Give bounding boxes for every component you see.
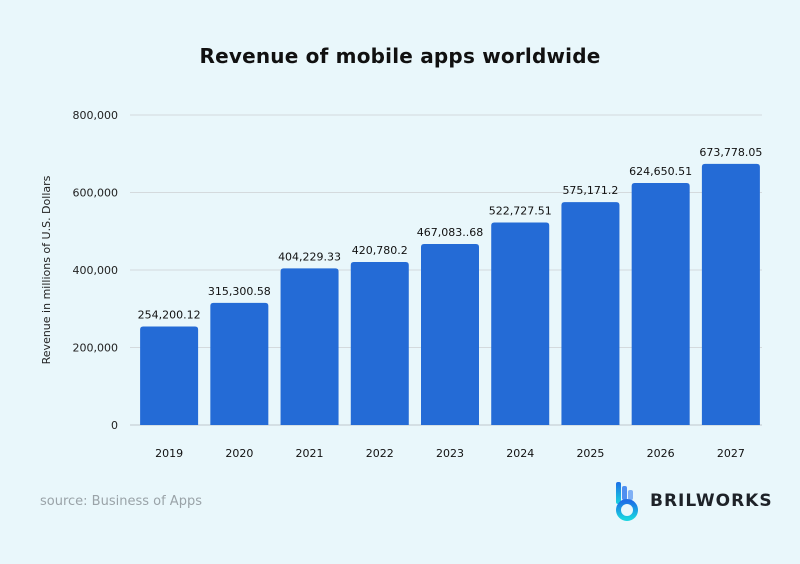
y-tick-label: 800,000: [73, 109, 119, 122]
data-label: 673,778.05: [699, 146, 762, 159]
bar: [210, 302, 269, 425]
data-label: 254,200.12: [138, 308, 201, 321]
data-label: 315,300.58: [208, 285, 271, 298]
data-label: 624,650.51: [629, 165, 692, 178]
y-tick-label: 200,000: [73, 342, 119, 355]
x-tick-label: 2022: [366, 447, 394, 460]
bar: [280, 268, 339, 425]
brilworks-logo-icon: [616, 482, 638, 521]
bar: [561, 202, 620, 425]
data-label: 420,780.2: [352, 244, 408, 257]
bar: [491, 222, 550, 425]
x-tick-label: 2027: [717, 447, 745, 460]
y-tick-label: 600,000: [73, 187, 119, 200]
data-label: 467,083..68: [417, 226, 483, 239]
x-tick-label: 2019: [155, 447, 183, 460]
data-label: 404,229.33: [278, 250, 341, 263]
chart-title: Revenue of mobile apps worldwide: [199, 44, 601, 68]
x-tick-label: 2023: [436, 447, 464, 460]
bar: [631, 182, 690, 425]
brand-logo: BRILWORKS: [614, 480, 773, 522]
x-tick-label: 2021: [296, 447, 324, 460]
bar: [350, 261, 409, 425]
x-tick-label: 2020: [225, 447, 253, 460]
y-tick-label: 400,000: [73, 264, 119, 277]
bar: [140, 326, 199, 425]
bar: [421, 244, 479, 425]
y-tick-label: 0: [111, 419, 118, 432]
source-note: source: Business of Apps: [40, 494, 202, 509]
data-label: 575,171.2: [562, 184, 618, 197]
x-tick-label: 2025: [576, 447, 604, 460]
data-label: 522,727.51: [489, 204, 552, 217]
x-tick-label: 2024: [506, 447, 534, 460]
bar: [701, 163, 760, 425]
x-tick-label: 2026: [647, 447, 675, 460]
y-axis-label: Revenue in millions of U.S. Dollars: [40, 175, 53, 364]
brand-name: BRILWORKS: [650, 491, 773, 511]
